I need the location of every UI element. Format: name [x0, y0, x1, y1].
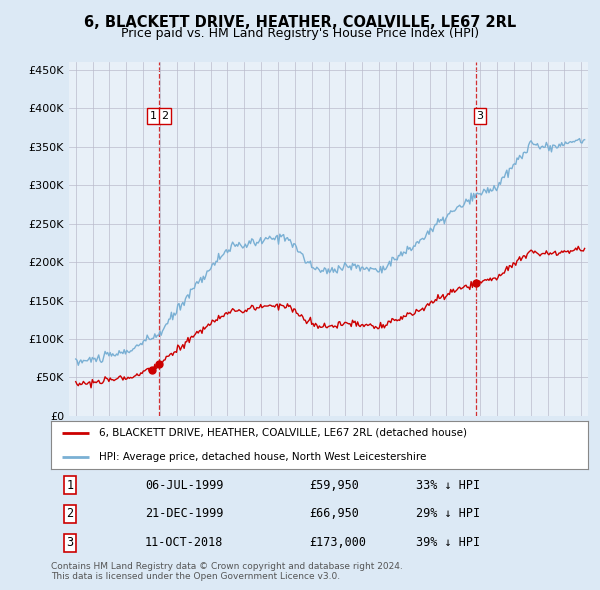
Text: 6, BLACKETT DRIVE, HEATHER, COALVILLE, LE67 2RL: 6, BLACKETT DRIVE, HEATHER, COALVILLE, L…: [84, 15, 516, 30]
Text: 1: 1: [66, 478, 73, 491]
Text: 3: 3: [66, 536, 73, 549]
Text: 2: 2: [161, 111, 169, 121]
Text: This data is licensed under the Open Government Licence v3.0.: This data is licensed under the Open Gov…: [51, 572, 340, 581]
Text: £66,950: £66,950: [309, 507, 359, 520]
Text: 21-DEC-1999: 21-DEC-1999: [145, 507, 223, 520]
Text: £173,000: £173,000: [309, 536, 366, 549]
Text: HPI: Average price, detached house, North West Leicestershire: HPI: Average price, detached house, Nort…: [100, 452, 427, 462]
Text: 06-JUL-1999: 06-JUL-1999: [145, 478, 223, 491]
Text: Price paid vs. HM Land Registry's House Price Index (HPI): Price paid vs. HM Land Registry's House …: [121, 27, 479, 40]
Text: 33% ↓ HPI: 33% ↓ HPI: [416, 478, 480, 491]
Text: 29% ↓ HPI: 29% ↓ HPI: [416, 507, 480, 520]
Text: 6, BLACKETT DRIVE, HEATHER, COALVILLE, LE67 2RL (detached house): 6, BLACKETT DRIVE, HEATHER, COALVILLE, L…: [100, 428, 467, 438]
Text: 2: 2: [66, 507, 73, 520]
Text: 1: 1: [150, 111, 157, 121]
Text: 3: 3: [476, 111, 484, 121]
Text: Contains HM Land Registry data © Crown copyright and database right 2024.: Contains HM Land Registry data © Crown c…: [51, 562, 403, 571]
Text: £59,950: £59,950: [309, 478, 359, 491]
Text: 11-OCT-2018: 11-OCT-2018: [145, 536, 223, 549]
Text: 39% ↓ HPI: 39% ↓ HPI: [416, 536, 480, 549]
